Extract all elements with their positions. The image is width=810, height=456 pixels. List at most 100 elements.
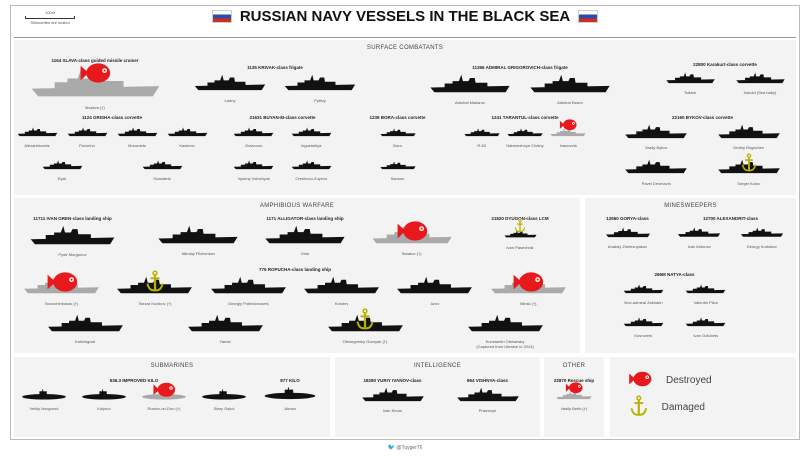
- divider: [14, 37, 796, 38]
- ship-silhouette: [153, 225, 243, 250]
- author-handle[interactable]: @Tuyger76: [396, 445, 423, 451]
- ship-name: Sergei Kotov: [737, 180, 761, 186]
- ship-item: Vyshny Volochyok: [231, 157, 276, 182]
- ship-name: Ivan Pasechnik: [506, 245, 534, 250]
- ship-item: Pavel Derzhavin: [621, 159, 691, 186]
- ship-item: Ingushetiya: [289, 124, 334, 149]
- section-title: INTELLIGENCE: [414, 363, 461, 369]
- legend-label: Destroyed: [666, 375, 712, 386]
- class-group: 18280 YURIY IVANOV-class Ivan Khurs 864 VI…: [345, 378, 535, 414]
- ship-item: Olenegorsky Gornyak (†): [323, 308, 408, 349]
- ship-silhouette: [231, 157, 276, 175]
- ship-name: Pyotr Morgunov: [58, 251, 87, 257]
- footer: 🐦 @Tuyger76: [0, 444, 810, 451]
- ship-item: Vice-admiral Zakharin: [621, 281, 666, 306]
- ship-silhouette: [675, 225, 723, 243]
- class-group: 266M NATYA-class Vice-admiral Zakharin Val…: [612, 272, 737, 339]
- ship-list: Anatoly Zheleznyakov: [590, 225, 665, 250]
- ship-name: Admiral Essen: [557, 99, 583, 105]
- ship-silhouette: [358, 387, 428, 407]
- ship-name: Saratov (†): [401, 250, 422, 256]
- ship-name: Vasily Bykov: [645, 145, 668, 151]
- ship-item: Vasily Bekh (†): [554, 382, 594, 412]
- class-label: 12700 ALEXANDRIT-class: [702, 216, 759, 221]
- ship-item: Georgy Kurbatov: [738, 225, 786, 250]
- ship-name: Samum: [390, 175, 405, 181]
- legend-damaged: Damaged: [630, 395, 705, 420]
- red-fish-icon: [628, 370, 652, 391]
- ship-item: Rostov-on-Don (†): [138, 382, 190, 412]
- ship-name: R-60: [477, 143, 486, 148]
- scale-bar: 100m Silhouettes are scaled: [25, 10, 75, 25]
- ship-name: Ivanovets: [559, 143, 577, 148]
- ship-silhouette: [714, 124, 784, 144]
- class-label: 266M NATYA-class: [654, 272, 695, 277]
- ship-item: Stary Oskol: [198, 387, 250, 412]
- ship-name: Ivan Golubets: [693, 332, 719, 338]
- red-fish-icon: [512, 270, 544, 294]
- ship-item: Alexandrovets: [15, 124, 60, 149]
- class-group: 1124 GRISHA-class corvette Alexandrovets P…: [12, 115, 212, 182]
- ship-item: Suzdalets: [140, 157, 185, 182]
- class-label: 636.3 IMPROVED KILO: [109, 378, 159, 383]
- ship-name: Vyshny Volochyok: [237, 175, 270, 181]
- ship-item: Graivoron: [231, 124, 276, 149]
- red-fish-icon: [152, 381, 176, 399]
- ship-name: Kasimov: [179, 143, 195, 148]
- ship-name: Anatoly Zheleznyakov: [607, 244, 648, 249]
- ship-list: Graivoron Ingushetiya Vyshny Volochyok Orek…: [225, 124, 340, 182]
- ship-item: Anatoly Zheleznyakov: [603, 225, 653, 250]
- ship-item: Eysk: [40, 157, 85, 182]
- ship-list: R-60 Naberezhnye Chelny Ivanovets: [460, 119, 590, 149]
- scale-note: Silhouettes are scaled: [30, 20, 70, 25]
- ship-silhouette: [378, 124, 418, 142]
- ship-list: Moskva (†): [15, 63, 175, 111]
- ship-name: Vasily Bekh (†): [560, 406, 588, 411]
- ship-item: Admiral Makarov: [425, 74, 515, 106]
- section-title: SURFACE COMBATANTS: [366, 45, 444, 51]
- anchor-icon: [146, 270, 164, 293]
- ship-silhouette: [378, 157, 418, 175]
- ship-item: Kaliningrad: [43, 314, 128, 349]
- submarine-silhouette: [260, 387, 320, 405]
- ship-silhouette: [140, 157, 185, 175]
- ship-name: Orsk: [300, 250, 310, 256]
- class-label: 877 KILO: [280, 378, 300, 383]
- ship-name: Vice-admiral Zakharin: [623, 300, 663, 305]
- ship-item: Dmitry Rogachev: [714, 124, 784, 151]
- ship-silhouette: [462, 124, 502, 142]
- class-group: 1239 BORA-class corvette Bora Samum: [360, 115, 435, 182]
- ship-name: Alrosa: [284, 406, 296, 412]
- ship-item: Bora: [378, 124, 418, 149]
- ship-list: Vasily Bekh (†): [544, 382, 604, 412]
- ship-silhouette: [733, 71, 788, 89]
- ship-item: Georgiy Pobedonosets: [206, 276, 291, 306]
- page-title: RUSSIAN NAVY VESSELS IN THE BLACK SEA: [0, 8, 810, 25]
- ship-item: Pytlivy: [280, 74, 360, 103]
- ship-silhouette: [43, 314, 128, 338]
- legend-label: Damaged: [661, 402, 705, 413]
- class-label: 22870 Rescue ship: [553, 378, 595, 383]
- class-label: 21631 BUYAN-M-class corvette: [249, 115, 316, 120]
- class-group: 21820 DYUGON-class LCM Ivan Pasechnik: [470, 216, 570, 251]
- ship-name: Naberezhnye Chelny: [506, 143, 544, 148]
- ship-silhouette: [548, 124, 588, 142]
- ship-silhouette: [165, 124, 210, 142]
- ship-name: Olenegorsky Gornyak (†): [342, 339, 388, 345]
- class-label: 22160 BYKOV-class corvette: [671, 115, 734, 120]
- ship-item: Novocherkassk (†): [19, 272, 104, 306]
- class-group: 1135 KRIVAK-class frigate Ladny Pytlivy: [185, 65, 365, 103]
- ship-item: Tsezar Kunikov (†): [112, 270, 197, 306]
- class-group: 877 KILO Alrosa: [255, 378, 325, 412]
- ship-item: Tsiklon: [663, 71, 718, 96]
- submarine-silhouette: [18, 387, 70, 405]
- ship-silhouette: [503, 225, 538, 243]
- class-label: 1171 ALLIGATOR-class landing ship: [266, 216, 344, 221]
- ship-name: Korolev: [334, 300, 349, 306]
- anchor-icon: [630, 395, 648, 420]
- ship-silhouette: [392, 276, 477, 300]
- ship-silhouette: [463, 314, 548, 338]
- legend-destroyed: Destroyed: [628, 370, 712, 391]
- ship-item: Veliky Novgorod: [18, 387, 70, 412]
- ship-item: Povorino: [65, 124, 110, 149]
